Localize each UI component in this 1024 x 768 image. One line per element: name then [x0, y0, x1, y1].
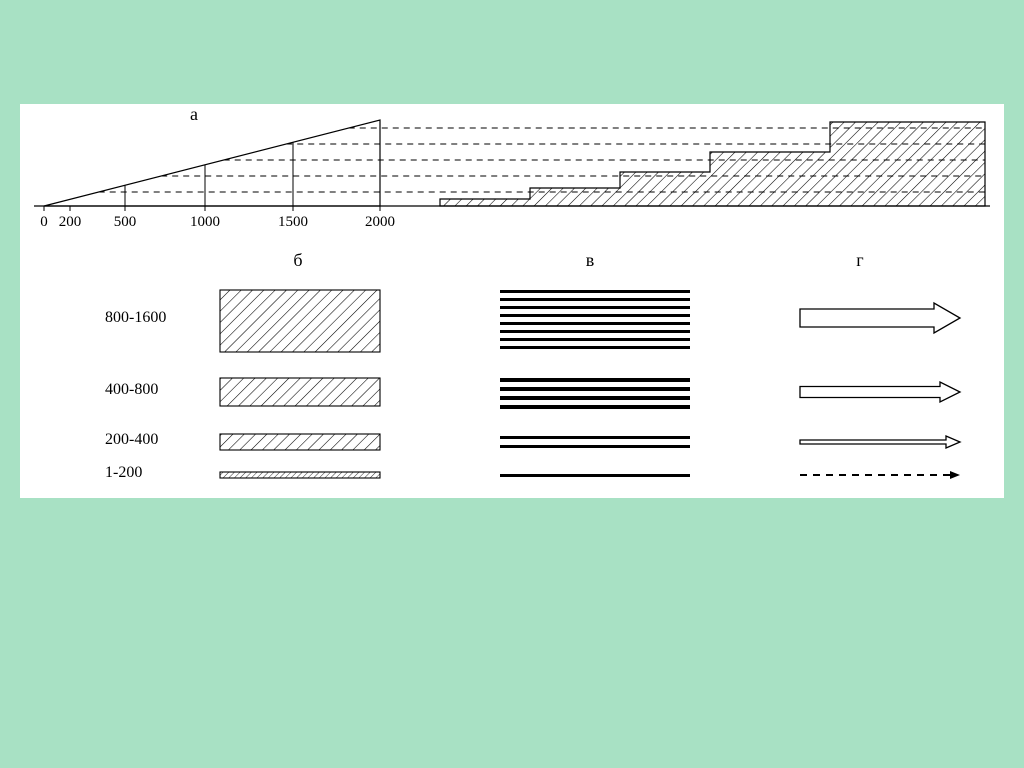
svg-text:2000: 2000 [365, 214, 395, 230]
svg-text:г: г [856, 250, 863, 270]
diagram-svg: а 0 200 500 1000 1500 2000 б в г 800-1600 400-800 20… [20, 104, 1004, 498]
svg-text:б: б [293, 250, 302, 270]
svg-text:400-800: 400-800 [105, 381, 158, 398]
svg-text:в: в [586, 250, 595, 270]
svg-text:1000: 1000 [190, 214, 220, 230]
svg-text:0: 0 [40, 214, 48, 230]
page-background: а 0 200 500 1000 1500 2000 б в г 800-1600 400-800 20… [0, 0, 1024, 768]
svg-text:200-400: 200-400 [105, 431, 158, 448]
svg-text:200: 200 [59, 214, 82, 230]
svg-text:1-200: 1-200 [105, 464, 142, 481]
svg-text:500: 500 [114, 214, 137, 230]
svg-text:а: а [190, 104, 198, 124]
diagram-card: а 0 200 500 1000 1500 2000 б в г 800-1600 400-800 20… [20, 104, 1004, 498]
svg-text:800-1600: 800-1600 [105, 309, 166, 326]
svg-text:1500: 1500 [278, 214, 308, 230]
